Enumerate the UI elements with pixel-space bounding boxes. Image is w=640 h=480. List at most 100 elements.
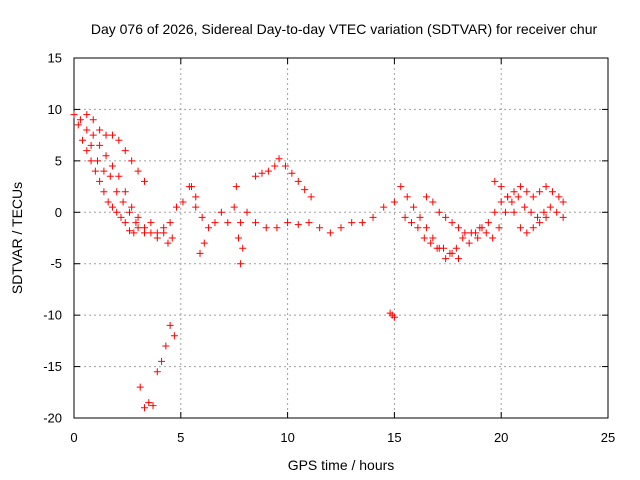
data-point [461, 229, 469, 237]
data-point [491, 177, 499, 185]
data-point [482, 229, 490, 237]
x-tick-label: 10 [280, 430, 294, 445]
data-point [187, 183, 195, 191]
data-point [501, 208, 509, 216]
data-point [536, 188, 544, 196]
y-tick-label: 5 [55, 153, 62, 168]
x-tick-label: 20 [494, 430, 508, 445]
data-point [76, 116, 84, 124]
data-point [548, 188, 556, 196]
data-point [126, 227, 134, 235]
data-point [416, 213, 424, 221]
data-marks [70, 111, 567, 412]
data-point [472, 229, 480, 237]
data-point [491, 208, 499, 216]
data-point [74, 121, 82, 129]
series-evening-b [401, 213, 467, 257]
series-evening-c [422, 193, 482, 242]
data-point [170, 332, 178, 340]
data-point [301, 186, 309, 194]
data-point [162, 342, 170, 350]
grid-lines [74, 58, 608, 418]
data-point [89, 116, 97, 124]
series-late-a [465, 183, 567, 247]
data-point [514, 193, 522, 201]
series-late-b [476, 193, 567, 242]
data-point [508, 198, 516, 206]
data-point [252, 219, 260, 227]
y-tick-label: -20 [43, 411, 62, 426]
series-spike-features [164, 183, 247, 268]
data-point [153, 229, 161, 237]
data-point [87, 141, 95, 149]
y-tick-label: -5 [50, 256, 62, 271]
x-axis-label: GPS time / hours [288, 457, 395, 473]
data-point [211, 219, 219, 227]
data-point [358, 219, 366, 227]
data-point [96, 141, 104, 149]
data-point [121, 188, 129, 196]
data-point [237, 219, 245, 227]
data-point [100, 188, 108, 196]
series-band-a [70, 111, 168, 242]
data-point [196, 249, 204, 257]
series-midday-flat [252, 198, 398, 237]
data-point [516, 224, 524, 232]
data-point [401, 213, 409, 221]
data-point [540, 208, 548, 216]
data-point [337, 224, 345, 232]
axis-ticks: 0 5 10 15 20 25 -20 -15 -10 -5 0 5 10 15 [43, 51, 615, 446]
data-point [442, 255, 450, 263]
data-point [271, 162, 279, 170]
data-point [158, 357, 166, 365]
data-point [407, 219, 415, 227]
data-point [140, 404, 148, 412]
data-point [147, 229, 155, 237]
data-point [70, 111, 78, 119]
series-morning-noise [134, 183, 251, 237]
data-point [465, 239, 473, 247]
data-point [495, 224, 503, 232]
y-axis-label: SDTVAR / TECUs [9, 182, 25, 294]
x-tick-label: 5 [177, 430, 184, 445]
data-point [140, 177, 148, 185]
data-point [192, 203, 200, 211]
data-point [106, 172, 114, 180]
data-point [369, 213, 377, 221]
data-point [288, 169, 296, 177]
data-point [192, 193, 200, 201]
data-point [504, 193, 512, 201]
data-point [516, 183, 524, 191]
data-point [243, 208, 251, 216]
data-point [87, 157, 95, 165]
data-point [521, 203, 529, 211]
data-point [205, 224, 213, 232]
data-point [134, 213, 142, 221]
data-point [232, 183, 240, 191]
data-point [534, 213, 542, 221]
data-point [484, 219, 492, 227]
data-point [113, 208, 121, 216]
data-point [121, 147, 129, 155]
data-point [553, 208, 561, 216]
data-point [390, 198, 398, 206]
data-point [536, 219, 544, 227]
series-band-d [87, 141, 140, 227]
x-tick-label: 0 [70, 430, 77, 445]
data-point [89, 131, 97, 139]
data-point [108, 162, 116, 170]
data-point [555, 193, 563, 201]
data-point [305, 219, 313, 227]
data-point [128, 157, 136, 165]
data-point [523, 229, 531, 237]
data-point [164, 239, 172, 247]
data-point [91, 167, 99, 175]
data-point [119, 198, 127, 206]
data-point [414, 224, 422, 232]
data-point [281, 162, 289, 170]
data-point [510, 208, 518, 216]
data-point [294, 221, 302, 229]
data-point [454, 224, 462, 232]
data-point [96, 177, 104, 185]
